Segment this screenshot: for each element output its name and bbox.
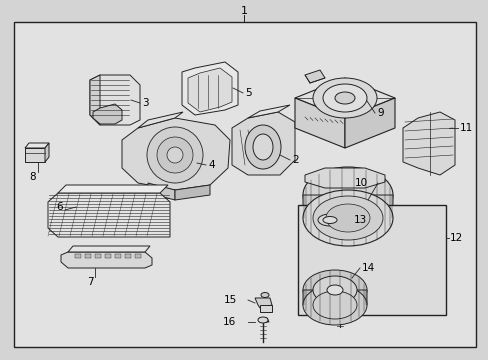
Ellipse shape xyxy=(244,125,281,169)
Polygon shape xyxy=(260,305,271,312)
Ellipse shape xyxy=(252,134,272,160)
Polygon shape xyxy=(402,112,454,175)
Polygon shape xyxy=(58,185,168,193)
Polygon shape xyxy=(90,75,100,125)
Text: 1: 1 xyxy=(240,6,247,16)
Ellipse shape xyxy=(157,137,193,173)
Ellipse shape xyxy=(258,317,267,323)
Text: 10: 10 xyxy=(354,178,367,188)
Polygon shape xyxy=(85,254,91,258)
Ellipse shape xyxy=(317,214,341,226)
Polygon shape xyxy=(182,62,238,115)
Text: 15: 15 xyxy=(224,295,237,305)
Ellipse shape xyxy=(261,292,268,297)
Ellipse shape xyxy=(312,291,356,319)
Ellipse shape xyxy=(323,216,336,224)
Polygon shape xyxy=(138,112,183,128)
Polygon shape xyxy=(48,193,170,237)
Ellipse shape xyxy=(325,204,369,232)
Text: 12: 12 xyxy=(449,233,462,243)
Ellipse shape xyxy=(323,84,366,112)
Polygon shape xyxy=(254,298,271,308)
Text: 13: 13 xyxy=(353,215,366,225)
Ellipse shape xyxy=(312,276,356,304)
Text: 3: 3 xyxy=(142,98,148,108)
Polygon shape xyxy=(61,252,152,268)
Polygon shape xyxy=(115,254,121,258)
Polygon shape xyxy=(294,78,394,118)
Polygon shape xyxy=(305,70,325,83)
Ellipse shape xyxy=(167,147,183,163)
Polygon shape xyxy=(303,290,366,314)
Polygon shape xyxy=(187,68,231,112)
Text: 16: 16 xyxy=(223,317,236,327)
Polygon shape xyxy=(75,254,81,258)
Text: 9: 9 xyxy=(376,108,383,118)
Ellipse shape xyxy=(303,285,366,325)
Text: 5: 5 xyxy=(244,88,251,98)
Polygon shape xyxy=(105,254,111,258)
Polygon shape xyxy=(175,185,209,200)
Ellipse shape xyxy=(147,127,203,183)
Ellipse shape xyxy=(334,92,354,104)
Bar xyxy=(297,205,445,315)
Text: 14: 14 xyxy=(361,263,374,273)
Polygon shape xyxy=(247,105,289,118)
Polygon shape xyxy=(25,148,45,162)
Text: 6: 6 xyxy=(56,202,63,212)
Polygon shape xyxy=(122,118,229,190)
Ellipse shape xyxy=(312,78,376,118)
Polygon shape xyxy=(90,75,140,125)
Polygon shape xyxy=(259,318,268,322)
Polygon shape xyxy=(125,254,131,258)
Polygon shape xyxy=(345,98,394,148)
Polygon shape xyxy=(93,104,122,124)
Polygon shape xyxy=(68,246,150,252)
Ellipse shape xyxy=(312,196,382,240)
Polygon shape xyxy=(135,254,141,258)
Polygon shape xyxy=(231,112,294,175)
Text: 7: 7 xyxy=(86,277,93,287)
Ellipse shape xyxy=(303,190,392,246)
Text: 4: 4 xyxy=(207,160,214,170)
Polygon shape xyxy=(45,143,49,162)
Polygon shape xyxy=(148,183,175,200)
Polygon shape xyxy=(294,98,345,148)
Text: 2: 2 xyxy=(291,155,298,165)
Polygon shape xyxy=(303,195,392,228)
Polygon shape xyxy=(95,254,101,258)
Text: 11: 11 xyxy=(459,123,472,133)
Text: 8: 8 xyxy=(30,172,36,182)
Ellipse shape xyxy=(326,285,342,295)
Polygon shape xyxy=(25,143,49,148)
Polygon shape xyxy=(305,168,384,188)
Ellipse shape xyxy=(303,167,392,223)
Ellipse shape xyxy=(303,270,366,310)
